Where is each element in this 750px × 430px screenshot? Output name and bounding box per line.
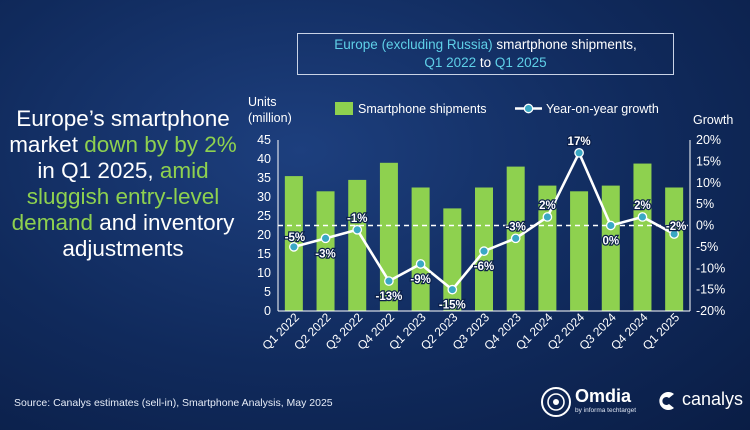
chart-title-start: Q1 2022 <box>424 55 477 70</box>
y2-tick-label: 15% <box>696 154 721 168</box>
legend-bar-label: Smartphone shipments <box>358 102 487 116</box>
y-axis-title-line2: (million) <box>248 111 292 125</box>
headline-part5: and inventory adjustments <box>62 210 235 261</box>
growth-point <box>320 233 331 244</box>
growth-data-label: -9% <box>410 274 430 286</box>
bar <box>316 191 335 311</box>
y2-axis-title: Growth <box>693 113 733 127</box>
growth-data-label: 2% <box>634 200 651 212</box>
omdia-logo-text: Omdia <box>575 386 632 406</box>
growth-data-label: -15% <box>439 300 466 312</box>
growth-data-label: 2% <box>539 200 556 212</box>
headline-part4: amid sluggish entry-level demand <box>11 158 220 235</box>
y-tick-label: 45 <box>257 133 271 147</box>
omdia-logo-icon <box>541 387 571 417</box>
growth-point <box>447 284 458 295</box>
growth-point <box>415 259 426 269</box>
chart-title-line2: Q1 2022 to Q1 2025 <box>298 54 673 72</box>
chart-title-end: Q1 2025 <box>494 55 547 70</box>
growth-point <box>352 224 363 235</box>
headline-part1: Europe’s smartphone market <box>9 106 230 157</box>
growth-data-label: 17% <box>568 136 591 148</box>
chart-title-to: to <box>476 55 495 70</box>
growth-point <box>479 246 489 256</box>
headline-part3: in Q1 2025, <box>37 158 160 183</box>
growth-data-label: -2% <box>666 221 686 233</box>
bar <box>665 187 684 311</box>
growth-point <box>574 147 584 158</box>
canalys-logo-text: canalys <box>682 389 744 409</box>
growth-point <box>542 212 553 222</box>
growth-series <box>278 147 690 295</box>
chart-title-region: Europe (excluding Russia) <box>334 37 493 52</box>
chart-title-box: Europe (excluding Russia) smartphone shi… <box>297 33 674 75</box>
legend-line-label: Year-on-year growth <box>546 102 659 116</box>
y2-tick-label: -10% <box>696 261 725 275</box>
legend: Smartphone shipments Year-on-year growth <box>335 102 659 116</box>
y-axis-title-line1: Units <box>248 95 276 109</box>
y2-tick-label: 5% <box>696 197 714 211</box>
y2-tick-label: 10% <box>696 176 721 190</box>
growth-data-label: -13% <box>375 291 402 303</box>
y-tick-label: 5 <box>264 285 271 299</box>
legend-line-marker <box>523 103 534 114</box>
growth-data-label: -6% <box>474 261 494 273</box>
y2-tick-label: 0% <box>696 219 714 233</box>
canalys-logo-icon <box>659 392 674 410</box>
growth-point <box>669 229 680 239</box>
y-tick-label: 40 <box>257 152 271 166</box>
growth-point <box>605 220 616 231</box>
chart-title-metric: smartphone shipments, <box>492 37 637 52</box>
growth-data-label: -3% <box>505 221 525 233</box>
growth-point <box>510 233 521 244</box>
bar-series <box>284 162 684 311</box>
growth-data-label: -1% <box>347 213 367 225</box>
bar <box>379 162 398 311</box>
headline-part2: down by by 2% <box>84 132 237 157</box>
y-tick-label: 15 <box>257 247 271 261</box>
y-tick-label: 0 <box>264 304 271 318</box>
y-tick-label: 20 <box>257 228 271 242</box>
y-tick-label: 25 <box>257 209 271 223</box>
growth-point <box>384 276 394 286</box>
growth-data-label: 0% <box>602 236 619 248</box>
growth-point <box>288 242 299 252</box>
growth-data-label: -3% <box>315 248 335 260</box>
y-tick-label: 30 <box>257 190 271 204</box>
bar <box>443 208 462 311</box>
bar <box>411 187 430 311</box>
headline: Europe’s smartphone market down by by 2%… <box>8 106 238 262</box>
y-tick-label: 10 <box>257 266 271 280</box>
y-tick-label: 35 <box>257 171 271 185</box>
omdia-logo-subtext: by informa techtarget <box>575 407 637 414</box>
legend-bar-swatch <box>335 102 353 115</box>
bar <box>570 191 589 311</box>
bar <box>601 185 620 311</box>
source-note: Source: Canalys estimates (sell-in), Sma… <box>14 397 333 409</box>
chart-title-line1: Europe (excluding Russia) smartphone shi… <box>298 36 673 54</box>
data-labels: -5% -3% -1% -13% -9% -15% -6% -3% 2% 17% 0% 2% -2% <box>283 135 687 313</box>
growth-point <box>637 212 648 222</box>
y2-tick-label: -15% <box>696 283 725 297</box>
growth-data-label: -5% <box>285 232 305 244</box>
bar <box>633 163 652 311</box>
bar <box>348 179 367 311</box>
y2-tick-label: 20% <box>696 133 721 147</box>
y2-tick-label: -20% <box>696 304 725 318</box>
y2-tick-label: -5% <box>696 240 718 254</box>
